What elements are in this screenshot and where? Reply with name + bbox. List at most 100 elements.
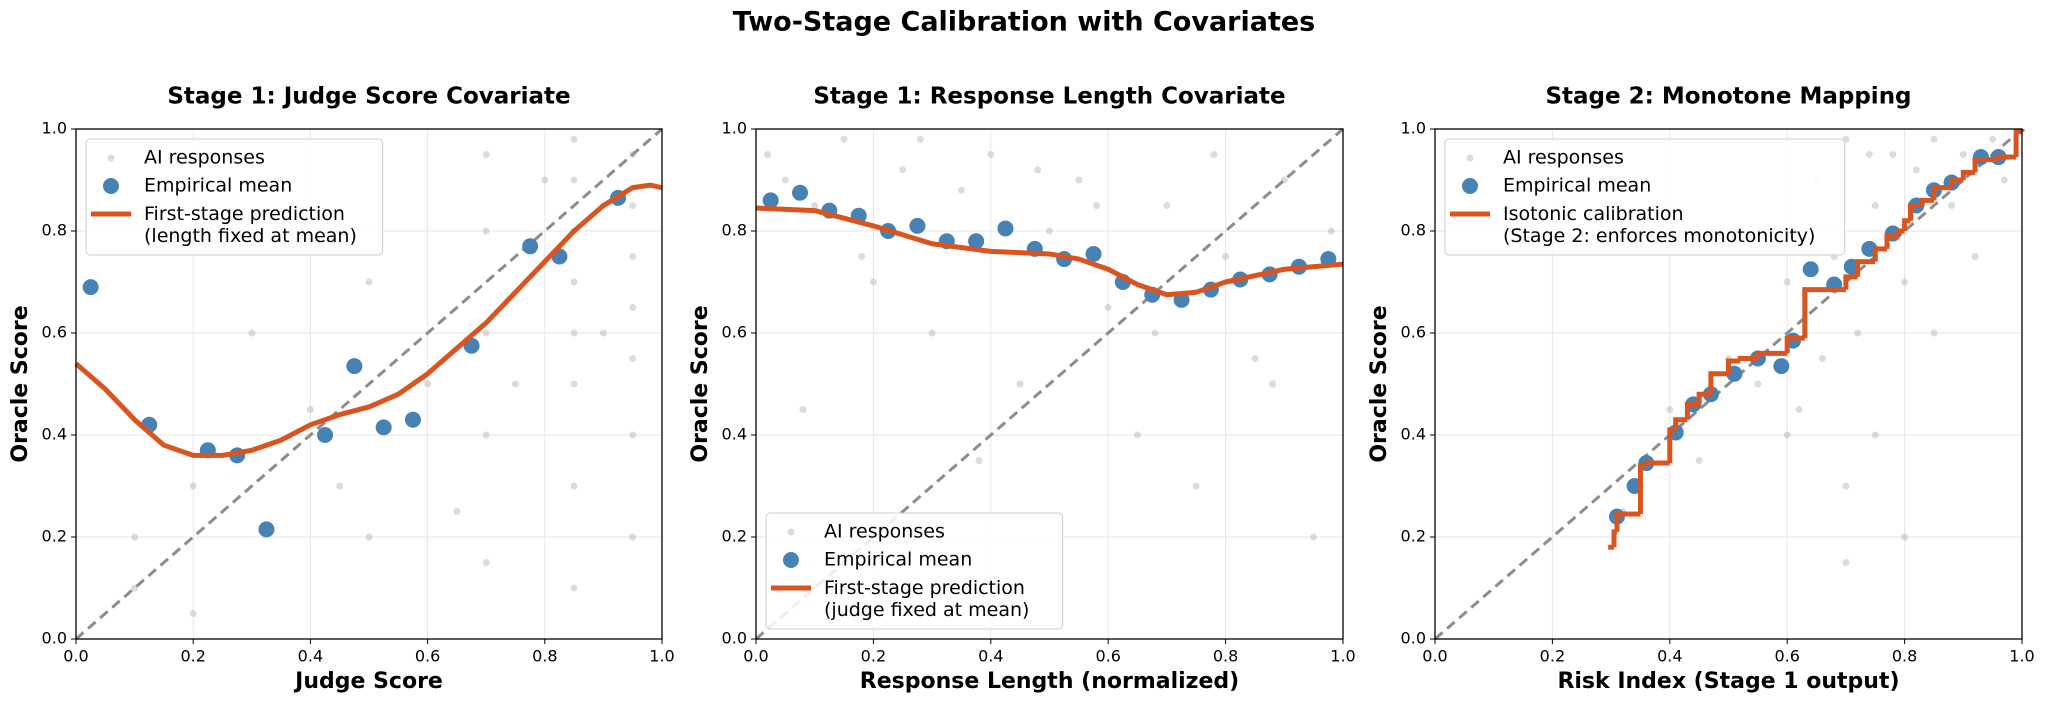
empirical-mean: [909, 217, 926, 234]
y-tick-label: 0.8: [722, 221, 747, 240]
response-point: [799, 406, 807, 413]
isotonic-step: [1755, 350, 1788, 359]
response-point: [629, 253, 637, 260]
x-axis-label: Risk Index (Stage 1 output): [1557, 669, 1899, 694]
response-point: [512, 380, 519, 388]
empirical-mean: [968, 233, 985, 250]
response-point: [482, 431, 490, 439]
response-point: [570, 584, 578, 592]
response-point: [570, 380, 578, 388]
y-tick-label: 0.2: [42, 527, 67, 546]
response-point: [1871, 431, 1879, 439]
x-tick-label: 0.0: [743, 647, 768, 666]
empirical-mean: [792, 184, 809, 201]
legend-label: Empirical mean: [1503, 175, 1651, 197]
response-point: [570, 278, 578, 286]
legend-symbol: [103, 178, 119, 194]
y-tick-label: 0.4: [42, 425, 67, 444]
response-point: [1222, 253, 1230, 260]
isotonic-step: [1907, 203, 1923, 221]
x-tick-label: 0.8: [532, 647, 557, 666]
y-tick-label: 0.2: [1401, 527, 1426, 546]
response-point: [1163, 202, 1171, 209]
response-point: [840, 135, 848, 143]
response-point: [1783, 431, 1791, 439]
isotonic-step: [1643, 460, 1670, 466]
isotonic-step: [1996, 154, 2017, 160]
plot-frame: [755, 128, 1344, 640]
response-point: [1854, 329, 1862, 337]
legend-label: AI responses: [144, 147, 265, 169]
response-point: [916, 135, 924, 143]
subplot-title: Stage 1: Response Length Covariate: [813, 84, 1285, 110]
response-point: [1901, 278, 1909, 286]
prediction-line: [755, 205, 1344, 298]
response-point: [570, 176, 578, 184]
isotonic-step: [1726, 358, 1741, 374]
empirical-mean: [997, 220, 1014, 237]
response-point: [1034, 166, 1042, 174]
x-tick-label: 0.2: [861, 647, 886, 666]
response-point: [482, 559, 490, 566]
subplot-title: Stage 2: Monotone Mapping: [1545, 84, 1911, 110]
response-point: [629, 355, 637, 362]
isotonic-step: [1737, 356, 1758, 362]
response-point: [1666, 406, 1674, 413]
subplot: 0.0 0.2 0.4 0.6 0.8 1.0 0.0 0.2 0.4 0.6 0.8 1.0 Stag…: [1367, 84, 2035, 695]
legend: AI responses Empirical mean First-stage pr…: [85, 138, 384, 256]
legend-label: First-stage prediction (judge fixed at me…: [824, 577, 1029, 621]
subplot-title: Stage 1: Judge Score Covariate: [167, 84, 570, 110]
y-axis-label: Oracle Score: [1367, 305, 1392, 462]
response-point: [1134, 431, 1142, 439]
y-axis-label: Oracle Score: [688, 305, 713, 462]
isotonic-step: [1673, 417, 1688, 430]
y-tick-label: 1.0: [42, 119, 67, 138]
empirical-mean: [522, 238, 539, 255]
response-point: [1871, 202, 1879, 209]
x-tick-label: 0.0: [1422, 647, 1447, 666]
isotonic-step: [1919, 197, 1934, 206]
x-tick-label: 0.6: [1774, 647, 1799, 666]
isotonic-step: [1884, 233, 1899, 249]
response-point: [1971, 253, 1979, 260]
x-tick-label: 0.4: [298, 647, 323, 666]
empirical-mean: [317, 427, 334, 443]
response-point: [1930, 135, 1938, 143]
response-point: [424, 380, 432, 388]
response-point: [781, 176, 789, 184]
empirical-mean: [346, 358, 363, 375]
x-tick-label: 0.6: [415, 647, 440, 666]
response-point: [306, 406, 314, 413]
isotonic-step: [1931, 185, 1952, 201]
legend-box: [765, 512, 1064, 630]
isotonic-step: [1855, 259, 1876, 277]
response-point: [1695, 457, 1703, 464]
empirical-mean: [404, 411, 421, 428]
response-point: [1989, 135, 1997, 143]
response-point: [570, 329, 578, 337]
x-tick-label: 0.4: [978, 647, 1003, 666]
response-point: [1016, 380, 1024, 388]
response-point: [1959, 151, 1967, 158]
response-point: [1104, 304, 1112, 311]
response-point: [987, 151, 995, 158]
response-point: [1889, 151, 1897, 158]
response-point: [629, 304, 637, 311]
response-point: [1269, 380, 1277, 388]
response-point: [1310, 533, 1318, 541]
response-point: [599, 329, 607, 337]
response-point: [365, 533, 373, 541]
legend: AI responses Empirical mean First-stage pr…: [765, 512, 1064, 630]
response-point: [1901, 533, 1909, 541]
response-point: [869, 278, 877, 286]
response-point: [1948, 202, 1956, 209]
legend-symbol: [1466, 154, 1474, 162]
isotonic-step: [1696, 391, 1711, 405]
y-tick-label: 0.8: [42, 221, 67, 240]
isotonic-step: [1611, 529, 1617, 548]
response-point: [1151, 329, 1159, 337]
prediction-line: [74, 182, 663, 458]
x-tick-label: 0.8: [1213, 647, 1238, 666]
response-point: [453, 508, 461, 515]
